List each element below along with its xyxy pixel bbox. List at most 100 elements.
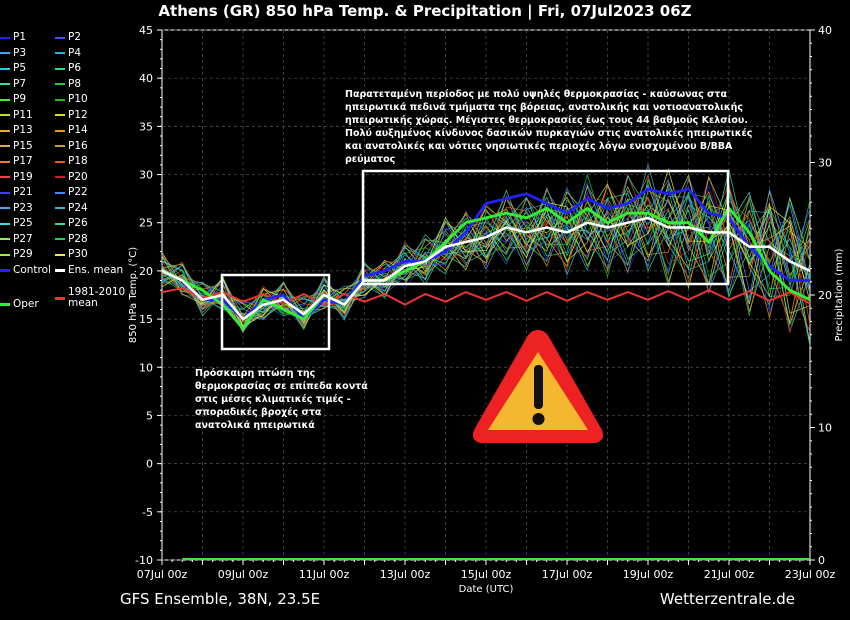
legend-item: P5: [0, 61, 26, 77]
legend-item: P17: [0, 154, 33, 170]
legend-swatch: [0, 83, 10, 86]
legend-item: P14: [55, 123, 88, 139]
heatwave-annotation: Παρατεταμένη περίοδος με πολύ υψηλές θερ…: [345, 89, 753, 165]
x-tick-label: 09Jul 00z: [218, 568, 269, 581]
legend-swatch: [0, 253, 10, 256]
legend-swatch: [55, 145, 65, 148]
y2-tick-label: 40: [818, 24, 832, 37]
legend-label: 1981-2010 mean: [68, 286, 126, 310]
legend-label: P19: [13, 170, 33, 183]
legend-item: P24: [55, 201, 88, 217]
x-tick-label: 15Jul 00z: [461, 568, 512, 581]
y2-tick-label: 20: [818, 289, 832, 302]
y-tick-label: 15: [139, 313, 153, 326]
legend-swatch: [55, 191, 65, 194]
warning-exclamation-bar: [534, 365, 543, 409]
y-tick-label: 0: [146, 458, 153, 471]
legend-item: P12: [55, 108, 88, 124]
legend-swatch: [0, 129, 10, 132]
cooldown-annotation: Πρόσκαιρη πτώση της θερμοκρασίας σε επίπ…: [195, 368, 368, 431]
legend-label: P30: [68, 248, 88, 260]
legend-label: P20: [68, 170, 88, 183]
legend-swatch: [55, 36, 65, 39]
legend-swatch: [0, 268, 10, 272]
legend-label: P12: [68, 108, 88, 121]
x-axis-label: Date (UTC): [459, 584, 514, 595]
legend-label: Ens. mean: [68, 263, 124, 276]
y2-tick-label: 0: [818, 554, 825, 567]
y-tick-label: 10: [139, 361, 153, 374]
x-tick-label: 23Jul 00z: [785, 568, 836, 581]
legend-item: P6: [55, 61, 81, 77]
legend-label: P22: [68, 186, 88, 198]
legend-item: P10: [55, 92, 88, 108]
y-tick-label: 40: [139, 72, 153, 85]
legend-swatch: [0, 302, 10, 306]
y2-tick-label: 30: [818, 157, 832, 170]
legend-label: P6: [68, 62, 82, 74]
legend-swatch: [55, 52, 65, 55]
legend-label: P29: [13, 248, 33, 260]
x-tick-label: 19Jul 00z: [623, 568, 674, 581]
legend-swatch: [55, 296, 65, 300]
legend-label: P15: [13, 139, 33, 152]
legend-swatch: [0, 145, 10, 148]
legend-swatch: [0, 52, 10, 55]
legend-item: P2: [55, 30, 81, 46]
y-tick-label: -10: [135, 554, 153, 567]
legend-item: P7: [0, 77, 26, 93]
legend-swatch: [55, 176, 65, 179]
y-tick-label: 20: [139, 265, 153, 278]
legend-item: P18: [55, 154, 88, 170]
legend-item: P29: [0, 247, 33, 263]
legend-swatch: [0, 191, 10, 194]
x-tick-label: 21Jul 00z: [704, 568, 755, 581]
legend-swatch: [55, 98, 65, 101]
legend-swatch: [0, 36, 10, 39]
legend-label: P8: [68, 77, 82, 90]
legend-item: P9: [0, 92, 26, 108]
legend-label: P16: [68, 139, 88, 152]
legend-item: P3: [0, 46, 26, 62]
legend-item: P28: [55, 232, 88, 248]
series-line-control: [161, 187, 810, 322]
legend-swatch: [55, 114, 65, 117]
legend-swatch: [0, 160, 10, 163]
warning-exclamation-dot: [532, 413, 545, 425]
legend-swatch: [55, 129, 65, 132]
legend-swatch: [0, 176, 10, 179]
legend-swatch: [0, 222, 10, 225]
legend-swatch: [55, 253, 65, 256]
x-tick-label: 13Jul 00z: [380, 568, 431, 581]
legend-label: P1: [13, 31, 27, 43]
y-axis-label: 850 hPa Temp. (°C): [128, 247, 139, 343]
legend-swatch: [0, 207, 10, 210]
legend-item: P20: [55, 170, 88, 186]
legend-item: Oper: [0, 297, 39, 313]
legend-swatch: [55, 222, 65, 225]
legend-swatch: [0, 98, 10, 101]
legend-swatch: [55, 268, 65, 272]
legend-label: P21: [13, 186, 33, 198]
legend-label: P4: [68, 46, 82, 59]
legend-item: P19: [0, 170, 33, 186]
legend-item: P23: [0, 201, 33, 217]
legend-swatch: [0, 67, 10, 70]
legend-label: P28: [68, 232, 88, 245]
legend-item: Control: [0, 263, 51, 279]
y-tick-label: 45: [139, 24, 153, 37]
model-info: GFS Ensemble, 38N, 23.5E: [120, 590, 321, 608]
legend-item: P27: [0, 232, 33, 248]
y-tick-label: 30: [139, 169, 153, 182]
legend-label: P17: [13, 155, 33, 167]
ensemble-member-line: [161, 168, 811, 327]
ensemble-member-line: [161, 176, 811, 329]
legend-item: P13: [0, 123, 33, 139]
source-credit: Wetterzentrale.de: [659, 590, 795, 608]
legend-item: P16: [55, 139, 88, 155]
legend-label: P27: [13, 232, 33, 245]
legend-label: P10: [68, 93, 88, 105]
legend-label: P18: [68, 155, 88, 167]
y-tick-label: 25: [139, 217, 153, 230]
